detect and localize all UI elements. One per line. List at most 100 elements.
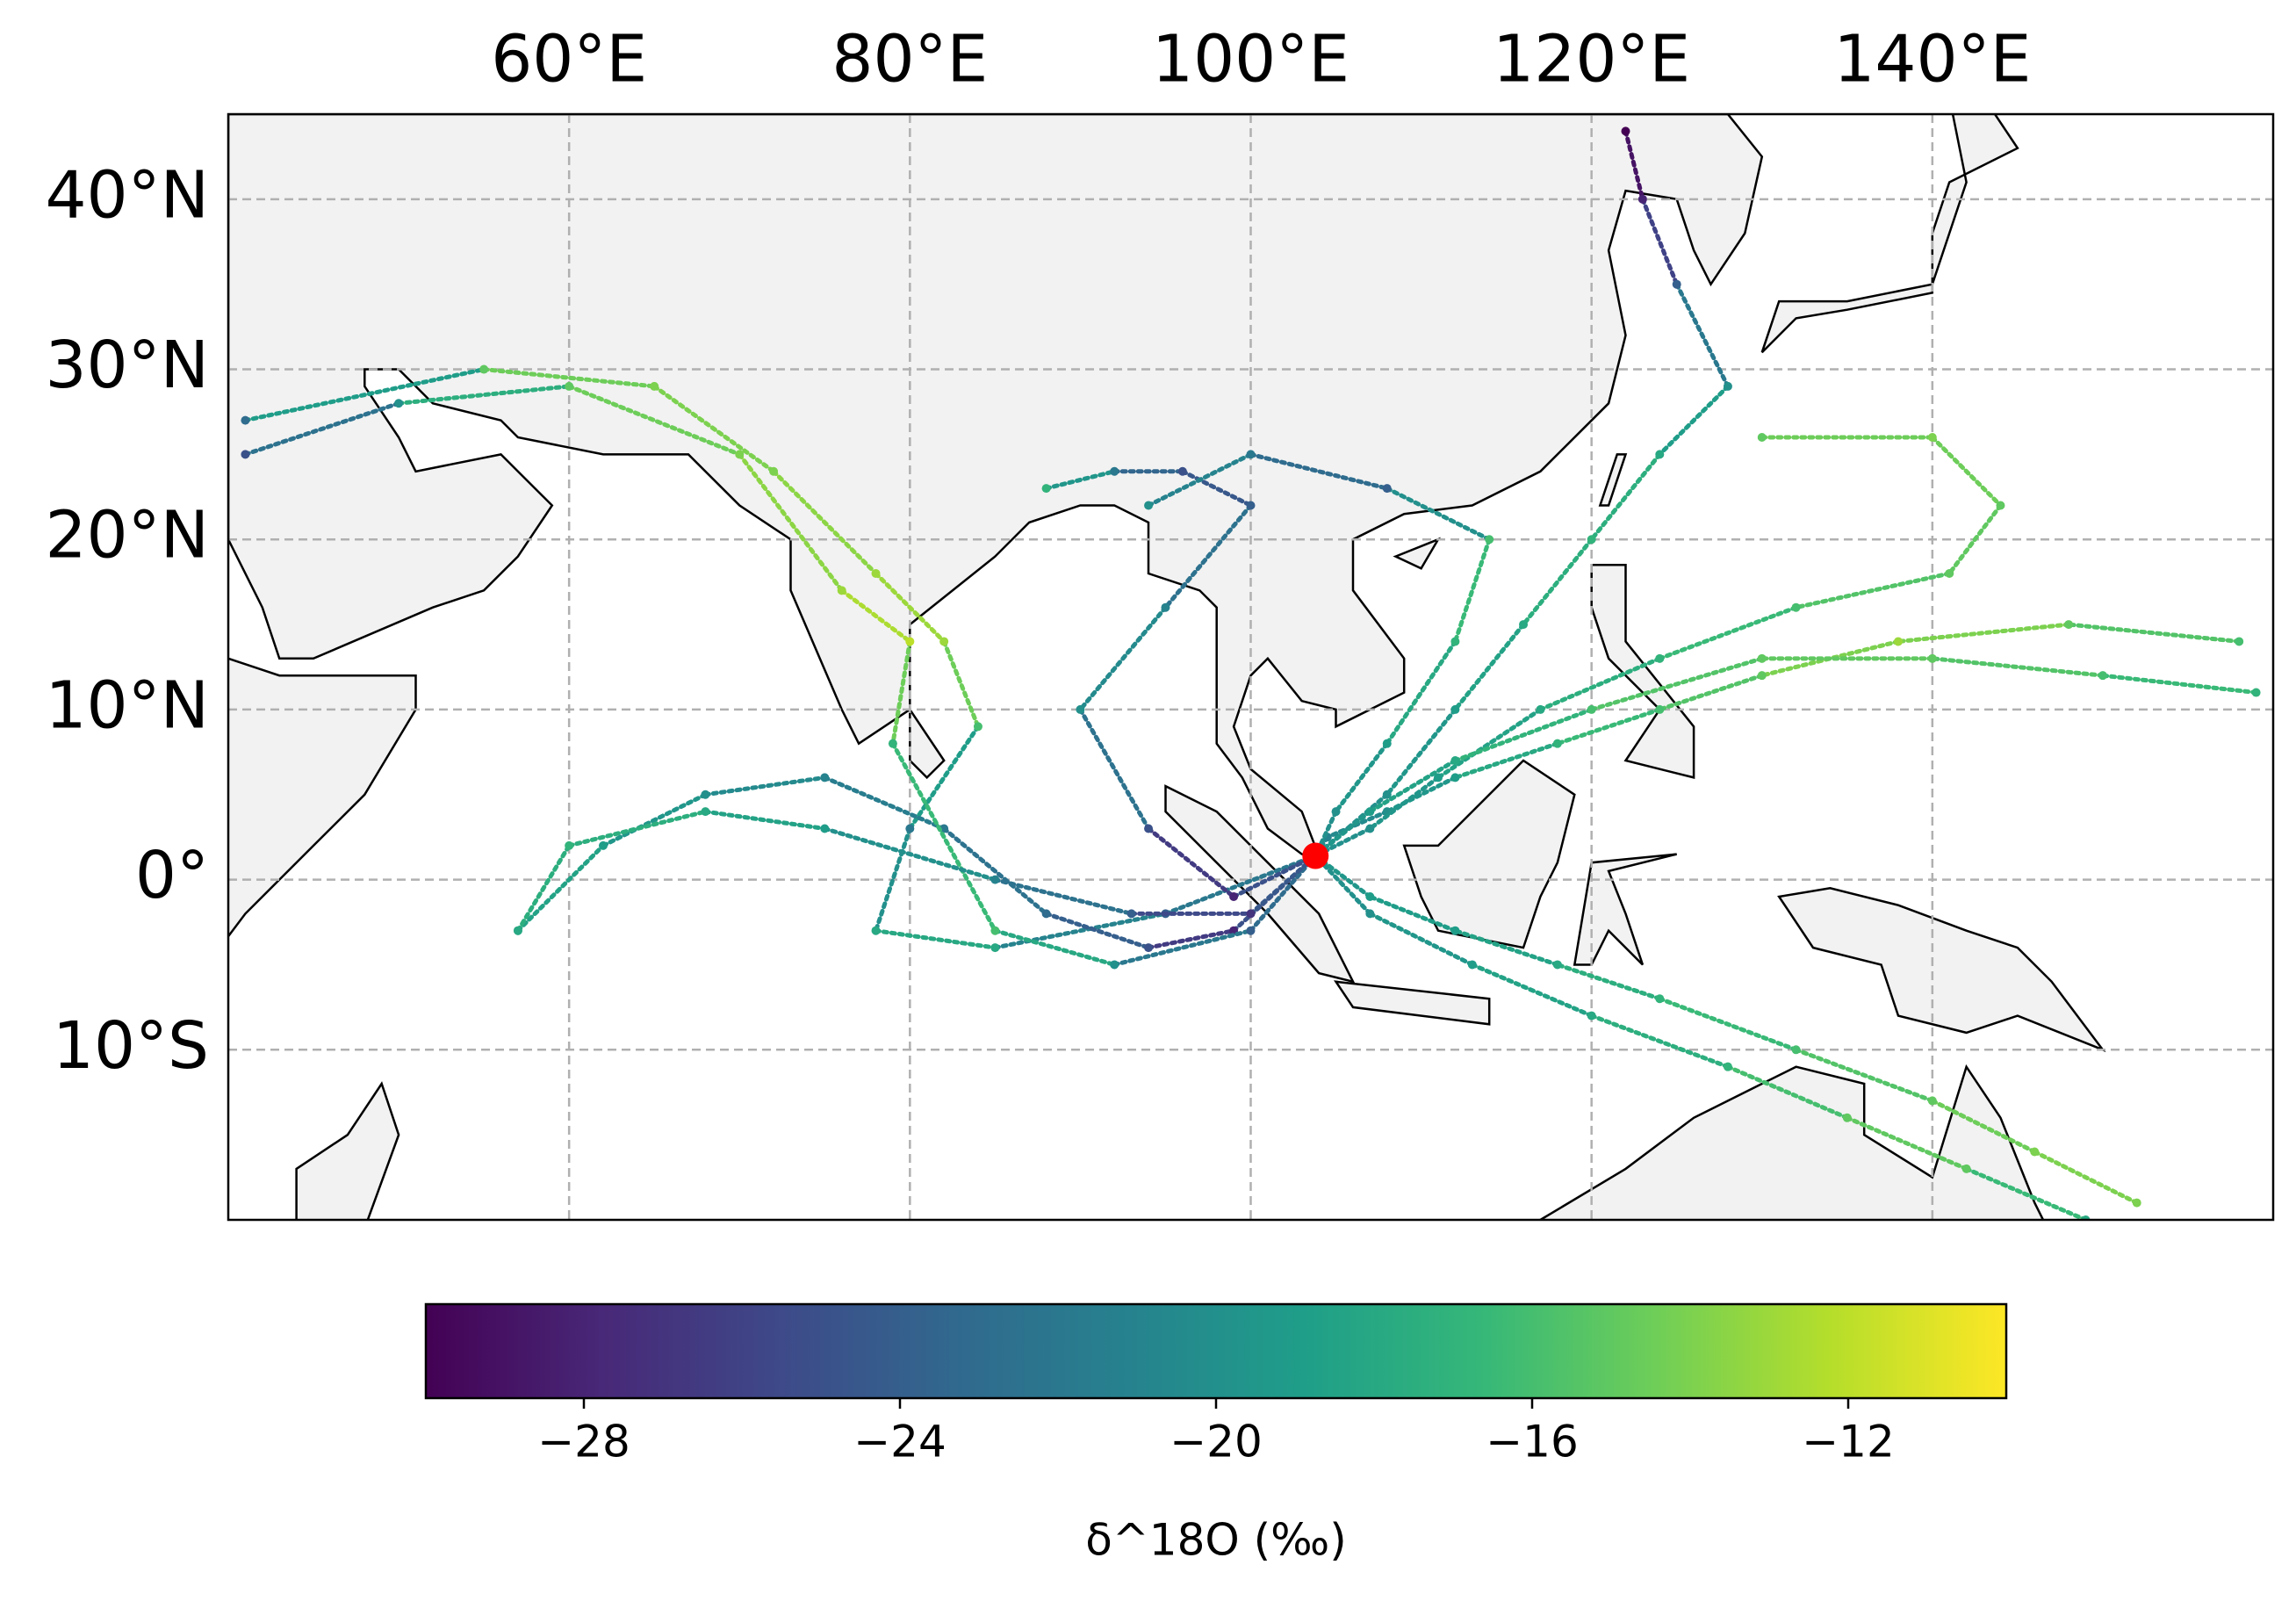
- trajectory-segment: [1112, 928, 1253, 967]
- trajectory-point: [1894, 637, 1904, 646]
- trajectory-segment: [1385, 486, 1492, 542]
- y-tick-label: 30°N: [45, 328, 209, 403]
- trajectory-point: [1996, 501, 2005, 510]
- trajectory-segment: [1162, 853, 1318, 916]
- trajectory-point: [990, 926, 1000, 935]
- trajectory-segment: [515, 843, 572, 934]
- y-tick-label: 10°N: [45, 667, 209, 743]
- colorbar-tick-label: −16: [1486, 1417, 1579, 1468]
- x-tick-label: 80°E: [831, 22, 988, 97]
- trajectory-point: [2098, 671, 2107, 681]
- trajectory-segment: [890, 638, 912, 746]
- trajectory-point: [1723, 1062, 1732, 1071]
- trajectory-segment: [601, 792, 708, 848]
- trajectory-point: [1757, 653, 1767, 663]
- trajectory-segment: [992, 911, 1168, 950]
- land: [228, 114, 2106, 1220]
- trajectory-point: [837, 586, 846, 595]
- trajectory-point: [769, 466, 779, 476]
- trajectory-point: [1041, 909, 1051, 919]
- trajectory-segment: [1537, 656, 1662, 712]
- trajectory-segment: [941, 826, 1049, 916]
- trajectory-point: [1927, 1096, 1937, 1106]
- landmass: [909, 705, 946, 780]
- trajectory-segment: [242, 367, 486, 423]
- y-tick-label: 10°S: [53, 1008, 209, 1084]
- trajectory-segment: [1385, 707, 1457, 797]
- trajectory-point: [1450, 773, 1460, 782]
- trajectory-segment: [242, 400, 401, 457]
- colorbar-tick-label: −28: [537, 1417, 630, 1468]
- trajectory-segment: [2100, 673, 2259, 696]
- trajectory-segment: [1521, 537, 1594, 627]
- site-marker: [1302, 842, 1329, 869]
- trajectory-segment: [566, 384, 742, 457]
- trajectory-point: [1927, 653, 1937, 663]
- trajectory-point: [2132, 1198, 2141, 1208]
- colorbar-tick-label: −12: [1802, 1417, 1895, 1468]
- trajectory-point: [394, 399, 404, 408]
- trajectory-segment: [566, 809, 708, 848]
- trajectory-segment: [941, 638, 981, 729]
- landmass: [228, 114, 1764, 857]
- trajectory-point: [2030, 1147, 2040, 1157]
- y-tick-label: 0°: [135, 838, 209, 913]
- trajectory-point: [1450, 756, 1460, 766]
- trajectory-point: [1365, 891, 1375, 901]
- trajectory-point: [1450, 637, 1460, 646]
- landmass: [1536, 1064, 2045, 1220]
- landmass: [1590, 564, 1695, 780]
- trajectory-point: [1126, 909, 1136, 919]
- x-tick-label: 140°E: [1833, 22, 2031, 97]
- trajectory-point: [2235, 637, 2244, 646]
- trajectory-point: [1757, 433, 1767, 443]
- trajectory-segment: [1077, 707, 1151, 832]
- trajectory-point: [1365, 824, 1375, 833]
- trajectory-segment: [1896, 622, 2071, 644]
- trajectory-point: [1552, 960, 1562, 970]
- trajectory-point: [1041, 484, 1051, 494]
- trajectory-point: [1961, 1164, 1971, 1173]
- trajectory-point: [1945, 568, 1954, 578]
- trajectory-point: [1144, 943, 1154, 953]
- y-tick-label: 20°N: [45, 498, 209, 573]
- trajectory-segment: [1231, 853, 1318, 899]
- trajectory-point: [820, 773, 830, 782]
- trajectory-point: [1842, 1113, 1852, 1122]
- landmass: [1598, 453, 1628, 507]
- landmass: [1393, 537, 1441, 570]
- trajectory-segment: [1452, 537, 1492, 644]
- trajectory-segment: [839, 588, 912, 644]
- trajectory-point: [598, 840, 608, 850]
- trajectory-segment: [1452, 741, 1560, 780]
- trajectory-point: [513, 926, 522, 935]
- trajectory-segment: [1947, 502, 2003, 576]
- trajectory-segment: [1367, 894, 1457, 934]
- trajectory-segment: [1470, 962, 1594, 1019]
- trajectory-point: [1110, 466, 1119, 476]
- trajectory-point: [888, 739, 897, 748]
- trajectory-point: [1365, 807, 1375, 817]
- trajectory-segment: [1044, 911, 1151, 950]
- trajectory-segment: [1589, 451, 1662, 542]
- trajectory-segment: [1385, 638, 1457, 746]
- trajectory-point: [1723, 381, 1732, 391]
- trajectory-segment: [1640, 197, 1680, 287]
- trajectory-segment: [992, 928, 1117, 967]
- map-frame: [227, 112, 2275, 1222]
- trajectory-segment: [771, 469, 879, 576]
- trajectory-segment: [1452, 622, 1526, 712]
- trajectory-point: [701, 790, 710, 799]
- colorbar-tick-label: −20: [1170, 1417, 1263, 1468]
- trajectory-point: [905, 637, 915, 646]
- trajectory-point: [1110, 960, 1119, 970]
- trajectory-segment: [874, 826, 912, 934]
- trajectory-segment: [702, 809, 827, 832]
- trajectory-segment: [1249, 853, 1318, 934]
- trajectory-segment: [1930, 1098, 2037, 1155]
- trajectory-point: [1552, 739, 1562, 748]
- trajectory-point: [1246, 450, 1256, 459]
- trajectory-segment: [874, 571, 946, 644]
- trajectory-point: [939, 637, 949, 646]
